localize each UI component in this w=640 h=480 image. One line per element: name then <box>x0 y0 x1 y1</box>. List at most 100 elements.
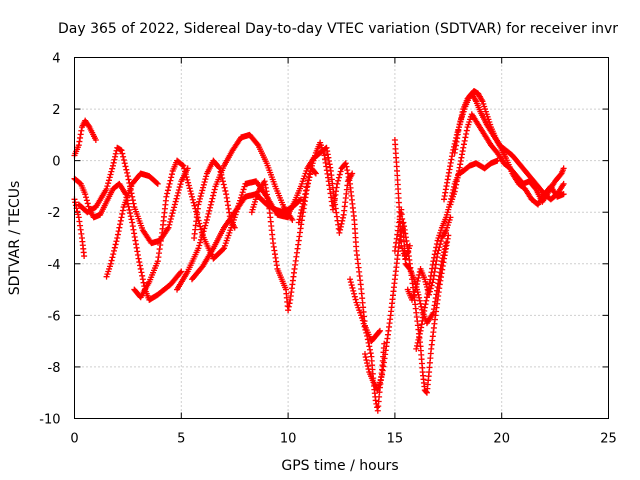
data-point <box>203 219 210 226</box>
data-point <box>174 192 181 199</box>
data-point <box>119 207 126 214</box>
data-point <box>201 178 208 185</box>
data-point <box>344 167 351 174</box>
data-point <box>119 150 126 157</box>
series-track-19 <box>441 88 567 203</box>
data-point <box>413 345 420 352</box>
data-point <box>451 188 458 195</box>
data-point <box>241 183 248 190</box>
x-tick-label: 20 <box>493 432 510 447</box>
data-point <box>421 304 428 311</box>
data-point <box>113 238 120 245</box>
data-point <box>413 283 420 290</box>
data-point <box>124 173 131 180</box>
data-point <box>418 303 425 310</box>
data-point <box>337 226 344 233</box>
x-tick-label: 25 <box>600 432 617 447</box>
data-point <box>221 184 228 191</box>
data-point <box>107 260 114 267</box>
data-point <box>452 185 459 192</box>
data-point <box>74 208 81 215</box>
data-point <box>196 242 203 249</box>
data-point <box>433 241 440 248</box>
data-point <box>347 279 354 286</box>
data-point <box>217 168 224 175</box>
data-point <box>181 168 188 175</box>
series-track-9 <box>191 157 238 241</box>
series-track-21 <box>447 111 567 208</box>
data-point <box>297 210 304 217</box>
data-point <box>126 206 133 213</box>
data-point <box>456 121 463 128</box>
data-point <box>219 178 226 185</box>
data-point <box>312 170 319 177</box>
data-point <box>406 242 413 249</box>
series-track-18 <box>413 157 501 352</box>
data-point <box>127 210 134 217</box>
data-point <box>372 397 379 404</box>
data-point <box>342 160 349 167</box>
data-point <box>431 254 438 261</box>
data-point <box>240 186 247 193</box>
data-point <box>167 215 174 222</box>
y-tick-label: -10 <box>39 413 60 428</box>
data-point <box>361 351 368 358</box>
data-point <box>191 202 198 209</box>
data-point <box>206 207 213 214</box>
data-point <box>111 244 118 251</box>
data-point <box>185 179 192 186</box>
data-point <box>190 199 197 206</box>
data-point <box>359 317 366 324</box>
data-point <box>207 204 214 211</box>
data-point <box>416 330 423 337</box>
data-point <box>104 183 111 190</box>
data-point <box>117 217 124 224</box>
data-point <box>415 336 422 343</box>
series-track-10 <box>248 165 319 314</box>
data-point <box>111 156 118 163</box>
data-point <box>351 290 358 297</box>
data-point <box>289 216 296 223</box>
data-point <box>416 294 423 301</box>
data-point <box>297 196 304 203</box>
data-point <box>413 280 420 287</box>
data-point <box>560 165 567 172</box>
data-point <box>458 115 465 122</box>
data-point <box>197 239 204 246</box>
data-point <box>198 233 205 240</box>
data-point <box>109 165 116 172</box>
data-point <box>413 342 420 349</box>
data-point <box>352 296 359 303</box>
data-point <box>169 210 176 217</box>
data-point <box>454 174 461 181</box>
data-point <box>209 195 216 202</box>
data-point <box>431 251 438 258</box>
data-point <box>85 122 92 129</box>
data-point <box>364 360 371 367</box>
x-tick-label: 5 <box>177 432 185 447</box>
data-point <box>114 235 121 241</box>
data-point <box>433 244 440 251</box>
data-point <box>171 204 178 211</box>
data-point <box>123 166 130 173</box>
data-point <box>112 150 119 157</box>
data-point <box>167 177 174 184</box>
data-point <box>110 159 117 166</box>
data-point <box>362 326 369 333</box>
data-point <box>438 258 445 265</box>
data-point <box>302 191 309 198</box>
data-point <box>463 127 470 134</box>
data-point <box>458 112 465 119</box>
data-point <box>83 197 90 204</box>
data-point <box>172 198 179 205</box>
data-point <box>179 162 186 169</box>
data-point <box>345 173 352 180</box>
data-point <box>137 262 144 269</box>
data-point <box>339 217 346 224</box>
data-point <box>351 293 358 300</box>
data-point <box>154 180 161 187</box>
data-point <box>83 194 90 201</box>
data-point <box>188 190 195 197</box>
data-point <box>374 404 381 411</box>
